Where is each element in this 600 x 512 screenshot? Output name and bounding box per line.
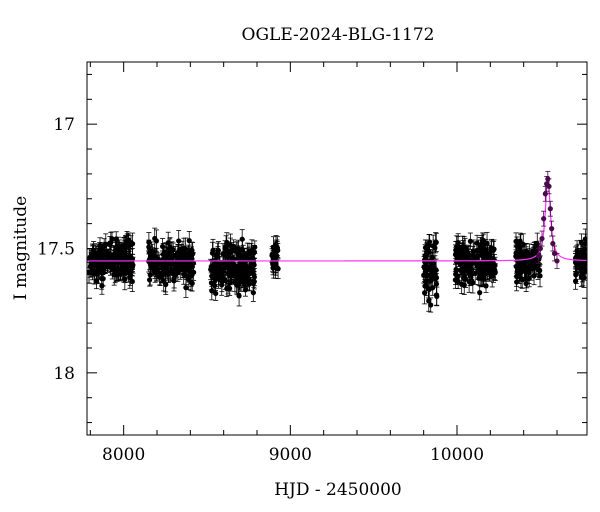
chart-title: OGLE-2024-BLG-1172 [242,25,435,45]
y-tick-label: 17.5 [37,240,75,260]
data-point [208,275,215,291]
data-point [244,247,250,271]
data-point [490,263,497,283]
data-point [423,274,429,289]
data-point [221,256,227,271]
data-point [183,277,189,298]
y-axis-label: I magnitude [11,196,31,300]
data-point [273,235,279,254]
x-tick-label: 8000 [102,445,145,465]
data-point [452,271,458,289]
data-point [572,272,579,290]
data-point [433,284,440,306]
data-point [474,234,480,252]
data-point [235,239,242,260]
data-point [526,269,532,288]
data-point [150,255,157,271]
data-point [251,245,258,259]
data-point [243,270,249,284]
event-point [541,210,547,227]
data-point [515,258,521,281]
event-point [554,253,560,269]
event-point [550,235,556,252]
data-point [162,242,168,263]
data-point [463,262,469,279]
data-point [477,285,483,301]
data-point [123,236,129,256]
data-point [215,246,221,268]
data-point [179,240,185,259]
model-curve [87,176,587,262]
data-point [432,239,438,257]
y-tick-label: 18 [53,364,75,384]
data-point [185,244,192,262]
data-point [428,297,434,313]
data-point [157,254,163,273]
x-tick-label: 10000 [430,445,484,465]
event-point [546,178,552,195]
data-point [186,231,192,251]
data-point [153,247,159,266]
data-point [577,257,583,280]
event-point [549,220,555,237]
data-point [227,273,233,292]
data-point [103,243,109,267]
data-point [88,252,95,276]
data-point [186,259,192,278]
data-point [91,241,97,261]
data-point [454,235,460,258]
axis-ticks: 8000 9000 10000 17 17.5 18 [37,62,587,465]
data-point [228,258,235,281]
data-point [522,243,528,265]
data-point [171,262,178,282]
data-point [487,255,493,277]
event-point [547,200,553,217]
data-point [170,242,176,257]
data-point [513,246,519,267]
data-point [468,258,475,280]
data-point [107,236,113,250]
data-point [109,231,115,246]
data-point [250,274,256,293]
data-point [232,268,239,284]
data-point [211,259,218,282]
data-point [517,238,523,257]
data-point [483,244,489,267]
data-point [519,269,525,289]
plot-area [87,171,587,313]
data-point [236,257,242,281]
x-axis-label: HJD - 2450000 [274,480,402,500]
data-point [481,269,487,286]
y-tick-label: 17 [53,115,75,135]
data-point [514,272,520,292]
data-point [159,238,166,255]
event-point [539,230,545,247]
data-points [87,171,587,313]
data-point [470,246,476,266]
x-tick-label: 9000 [269,445,312,465]
data-point [227,237,233,253]
data-point [111,255,117,275]
data-point [491,239,497,259]
data-point [433,258,439,282]
data-point [219,274,225,296]
data-point [432,267,438,282]
data-point [129,270,135,293]
data-point [426,234,432,257]
